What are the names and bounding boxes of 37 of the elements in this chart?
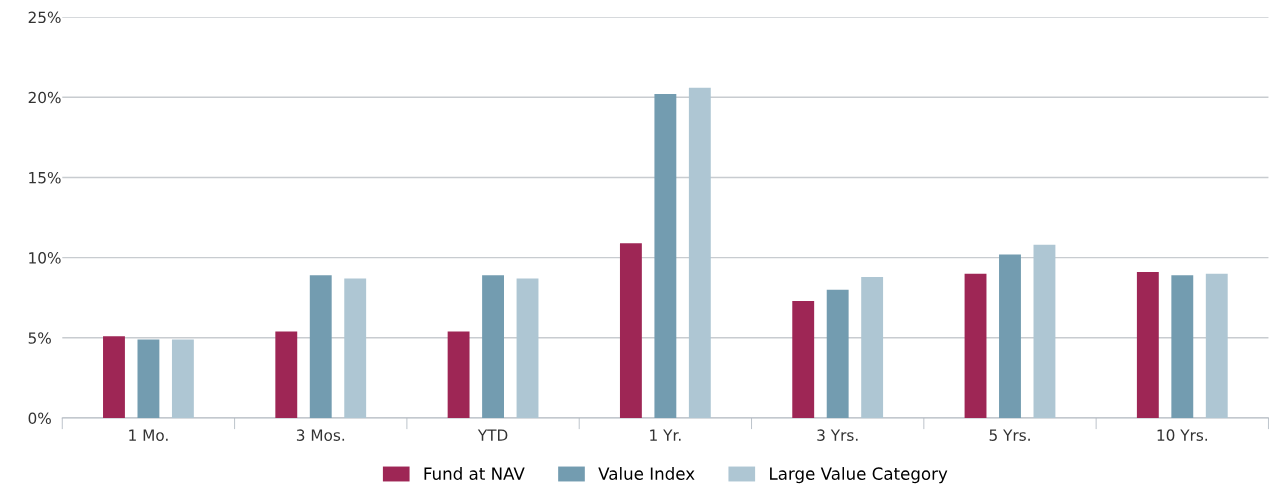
bar [999,254,1021,418]
legend-label: Value Index [598,467,695,480]
bar [275,331,298,418]
legend-label: Fund at NAV [424,467,525,480]
bar [1205,273,1228,418]
bar [344,278,367,418]
bar [688,87,711,418]
bar [171,339,194,418]
bar [826,289,849,418]
legend-label: Large Value Category [770,467,948,484]
y-tick-label: 5% [28,332,51,344]
y-tick-label: 20% [28,91,61,104]
x-tick-label: YTD [477,429,508,441]
x-tick-label: 1 Mo. [129,429,168,441]
bar [964,273,987,418]
y-tick-label: 15% [29,171,61,184]
x-tick-label: 10 Yrs. [1157,429,1208,441]
x-tick-label: 3 Mos. [296,429,345,441]
bar [482,275,504,418]
y-tick-label: 0% [28,412,51,425]
x-tick-label: 1 Yr. [650,429,681,441]
x-tick-label: 3 Yrs. [817,429,858,441]
y-tick-label: 10% [29,252,61,264]
bar [619,243,642,418]
bar [654,94,677,418]
bar [1171,275,1194,418]
y-tick-label: 25% [28,11,61,24]
bar [792,300,815,418]
bar [1136,272,1159,418]
bar [861,276,884,418]
bar [309,275,332,418]
bar [137,339,160,418]
bar [516,278,539,418]
bar [103,336,125,418]
x-tick-label: 5 Yrs. [989,429,1030,441]
bar [447,331,470,418]
bar [1033,244,1056,418]
